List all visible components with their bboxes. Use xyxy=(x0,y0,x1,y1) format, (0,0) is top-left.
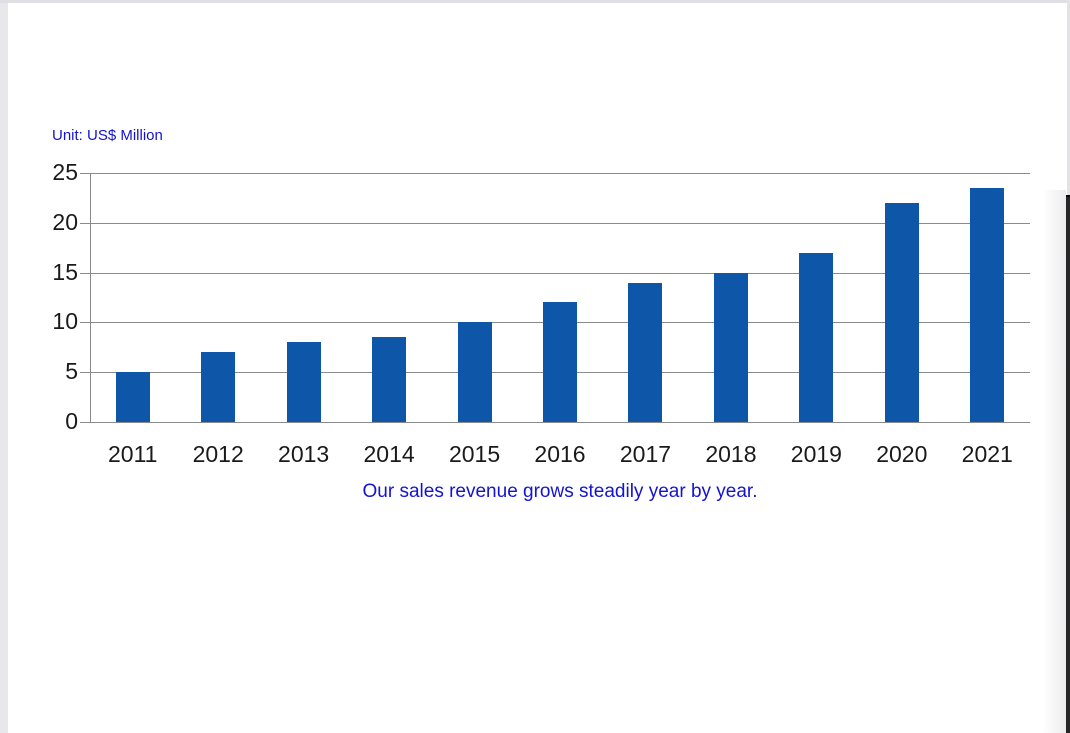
gridline-0 xyxy=(90,422,1030,423)
x-axis-label-2019: 2019 xyxy=(790,441,842,467)
y-axis-tick-5 xyxy=(80,372,90,374)
y-axis-label-0: 0 xyxy=(65,407,78,434)
bar-2019 xyxy=(799,252,834,422)
x-axis-label-2018: 2018 xyxy=(705,441,757,467)
page-edge-right xyxy=(1067,0,1070,197)
x-axis-label-2014: 2014 xyxy=(363,441,415,467)
bar-2016 xyxy=(543,302,577,422)
window-shadow xyxy=(1042,190,1066,733)
x-axis-label-2020: 2020 xyxy=(876,441,928,467)
bar-2012 xyxy=(201,352,236,422)
bar-2021 xyxy=(970,187,1005,422)
x-axis-label-2017: 2017 xyxy=(619,441,672,467)
adjacent-window-edge-strip xyxy=(1066,195,1070,733)
gridline-25 xyxy=(90,173,1030,174)
gridline-20 xyxy=(90,222,1030,224)
bar-2017 xyxy=(628,282,663,422)
x-axis-label-2013: 2013 xyxy=(278,441,330,467)
x-axis-label-2012: 2012 xyxy=(192,441,244,467)
y-axis-tick-0 xyxy=(80,422,90,423)
y-axis-tick-20 xyxy=(80,222,90,224)
bar-2013 xyxy=(286,342,321,422)
x-axis-label-2011: 2011 xyxy=(107,441,158,467)
gridline-15 xyxy=(90,272,1030,274)
y-axis-tick-10 xyxy=(80,322,90,324)
y-axis-label-25: 25 xyxy=(52,158,78,185)
page-edge-left xyxy=(0,0,8,733)
bar-2020 xyxy=(884,202,919,422)
bar-2014 xyxy=(372,337,407,422)
y-axis-label-5: 5 xyxy=(65,357,78,384)
x-axis-label-2016: 2016 xyxy=(534,441,586,467)
y-axis-label-15: 15 xyxy=(52,258,78,285)
page-edge-top xyxy=(0,0,1070,3)
unit-label: Unit: US$ Million xyxy=(52,127,163,144)
chart-caption: Our sales revenue grows steadily year by… xyxy=(362,481,758,502)
x-axis-label-2021: 2021 xyxy=(961,441,1013,467)
bar-2018 xyxy=(713,272,748,422)
bar-2011 xyxy=(115,372,150,422)
x-axis-label-2015: 2015 xyxy=(448,441,501,467)
y-axis-line xyxy=(90,173,91,422)
y-axis-tick-25 xyxy=(80,173,90,174)
y-axis-label-20: 20 xyxy=(52,208,78,235)
y-axis-tick-15 xyxy=(80,272,90,274)
bar-2015 xyxy=(457,322,492,422)
y-axis-label-10: 10 xyxy=(52,308,78,335)
